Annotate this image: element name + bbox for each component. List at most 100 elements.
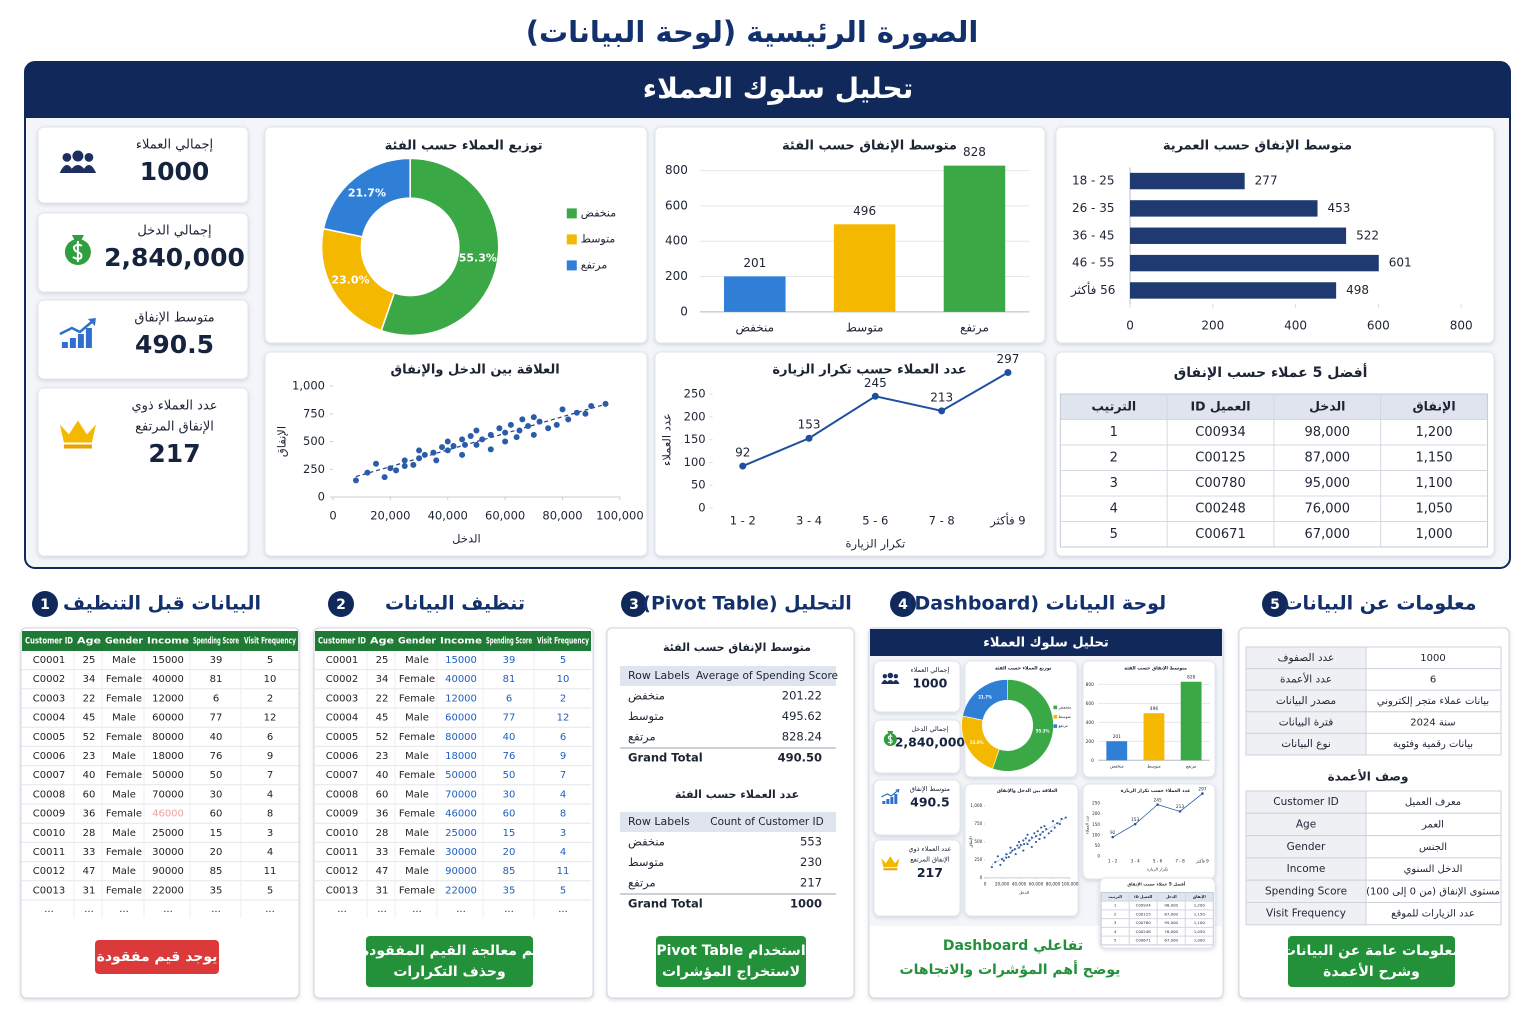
table-cell: 1,050 bbox=[1194, 929, 1206, 934]
table-cell: 1 bbox=[1110, 425, 1118, 440]
bar bbox=[1130, 172, 1245, 190]
slice-label: 55.3% bbox=[1036, 728, 1050, 733]
info-key: Gender bbox=[1287, 841, 1326, 853]
kpi-card bbox=[37, 387, 249, 557]
scatter-point bbox=[553, 421, 560, 428]
x-axis-title: الدخل bbox=[1019, 890, 1029, 895]
donut-slice bbox=[962, 679, 1008, 721]
table-cell: 95,000 bbox=[1164, 920, 1178, 925]
x-tick-label: 1 - 2 bbox=[730, 514, 756, 528]
icon-part bbox=[894, 794, 898, 804]
scatter-point bbox=[1024, 837, 1027, 840]
table-cell: C0005 bbox=[33, 732, 65, 743]
table-cell: 12000 bbox=[445, 693, 477, 704]
legend-swatch bbox=[1053, 705, 1058, 710]
table-cell: Male bbox=[112, 789, 136, 800]
bar bbox=[724, 276, 786, 312]
y-axis-title: عدد العملاء bbox=[1084, 815, 1089, 834]
table-cell: 28 bbox=[376, 828, 389, 839]
chart-card bbox=[264, 351, 648, 557]
step-number: 5 bbox=[1270, 597, 1280, 613]
note-text: معلومات عامة عن البيانات bbox=[1282, 943, 1461, 959]
table-cell: Female bbox=[399, 885, 435, 896]
table-cell: 4 bbox=[1114, 929, 1117, 934]
x-tick-label: 800 bbox=[1450, 319, 1473, 333]
kpi-label: متوسط الإنفاق bbox=[910, 785, 950, 793]
bar bbox=[1143, 713, 1165, 761]
pivot-title: متوسط الإنفاق حسب الفئة bbox=[663, 641, 811, 654]
scatter-point bbox=[1045, 827, 1048, 831]
line-point bbox=[1004, 369, 1012, 377]
table-cell: 33 bbox=[376, 847, 389, 858]
table-cell: 36 bbox=[376, 809, 389, 820]
y-tick-label: 0 bbox=[698, 501, 705, 515]
info-key: Visit Frequency bbox=[1266, 908, 1346, 920]
note-button bbox=[1288, 936, 1455, 987]
table-header: Income bbox=[147, 637, 189, 647]
bar bbox=[1130, 282, 1337, 299]
x-tick-label: متوسط bbox=[1147, 765, 1161, 770]
scatter-point bbox=[588, 403, 595, 410]
line-point bbox=[938, 407, 946, 415]
table-cell: C0002 bbox=[326, 674, 358, 685]
page-title: الصورة الرئيسية (لوحة البيانات) bbox=[526, 15, 979, 49]
kpi-label: الإنفاق المرتفع bbox=[135, 420, 214, 435]
table-cell: 90000 bbox=[445, 866, 477, 877]
value-label: 277 bbox=[1255, 174, 1278, 188]
scatter-point bbox=[1034, 835, 1038, 838]
table-header: الترتيب bbox=[1091, 398, 1136, 413]
table-cell: 80000 bbox=[152, 732, 184, 743]
pivot-cell: منخفض bbox=[628, 689, 665, 704]
table-cell: 22000 bbox=[152, 885, 184, 896]
table-cell: Male bbox=[112, 828, 136, 839]
icon-part bbox=[84, 153, 94, 162]
scatter-point bbox=[1053, 826, 1056, 829]
kpi-label: إجمالي الدخل bbox=[137, 224, 211, 239]
kpi-value: 490.5 bbox=[910, 795, 950, 810]
scatter-point bbox=[1034, 840, 1038, 844]
x-tick-label: 9 فأكثر bbox=[1195, 857, 1209, 863]
y-axis-title: الإنفاق bbox=[968, 836, 974, 847]
table-cell: 2 bbox=[560, 693, 566, 704]
chart-title: توزيع العملاء حسب الفئة bbox=[995, 665, 1052, 671]
pivot-cell: مرتفع bbox=[628, 730, 656, 745]
table-cell: 1,000 bbox=[1194, 938, 1206, 943]
scatter-point bbox=[1040, 826, 1043, 829]
table-cell: 11 bbox=[264, 866, 277, 877]
table-cell: 6 bbox=[267, 732, 273, 743]
table-cell: 23 bbox=[83, 751, 96, 762]
pivot-table: متوسط الإنفاق حسب الفئة Row Labels Average… bbox=[620, 641, 838, 765]
value-label: 498 bbox=[1346, 283, 1369, 297]
table-cell: 20 bbox=[503, 847, 516, 858]
table-cell: 12000 bbox=[152, 693, 184, 704]
table-cell: 10 bbox=[557, 674, 570, 685]
step-title: لوحة البيانات (Dashboard) bbox=[906, 593, 1166, 615]
table-cell: ... bbox=[377, 904, 387, 915]
y-tick-label: 0 bbox=[1091, 758, 1094, 764]
y-tick-label: 18 - 25 bbox=[1072, 174, 1115, 188]
icon-part bbox=[881, 789, 899, 798]
table-cell: 85 bbox=[210, 866, 223, 877]
table-cell: Female bbox=[106, 674, 142, 685]
table-cell: C00248 bbox=[1195, 501, 1245, 516]
scatter-point bbox=[1028, 839, 1031, 842]
table-cell: 47 bbox=[376, 866, 389, 877]
note-text: تفاعلي Dashboard bbox=[943, 938, 1083, 954]
table-title: أفضل 5 عملاء حسب الإنفاق bbox=[1127, 880, 1186, 886]
kpi-value: 2,840,000 bbox=[895, 735, 966, 750]
x-tick-label: 60,000 bbox=[485, 509, 525, 523]
table-cell: 76 bbox=[210, 751, 223, 762]
pivot-cell: 553 bbox=[800, 835, 822, 849]
mini-title: تحليل سلوك العملاء bbox=[983, 636, 1109, 651]
table-cell: 2 bbox=[1110, 450, 1118, 465]
scatter-point bbox=[416, 447, 423, 454]
table-cell: 52 bbox=[376, 732, 389, 743]
table-cell: 5 bbox=[267, 885, 273, 896]
pivot-cell: 828.24 bbox=[782, 730, 822, 744]
scatter-point bbox=[1041, 830, 1044, 833]
icon-part bbox=[881, 856, 900, 868]
table-cell: Female bbox=[399, 809, 435, 820]
table-cell: 45 bbox=[83, 713, 96, 724]
pivot-header: Row Labels bbox=[628, 815, 690, 828]
table-cell: 76 bbox=[503, 751, 516, 762]
